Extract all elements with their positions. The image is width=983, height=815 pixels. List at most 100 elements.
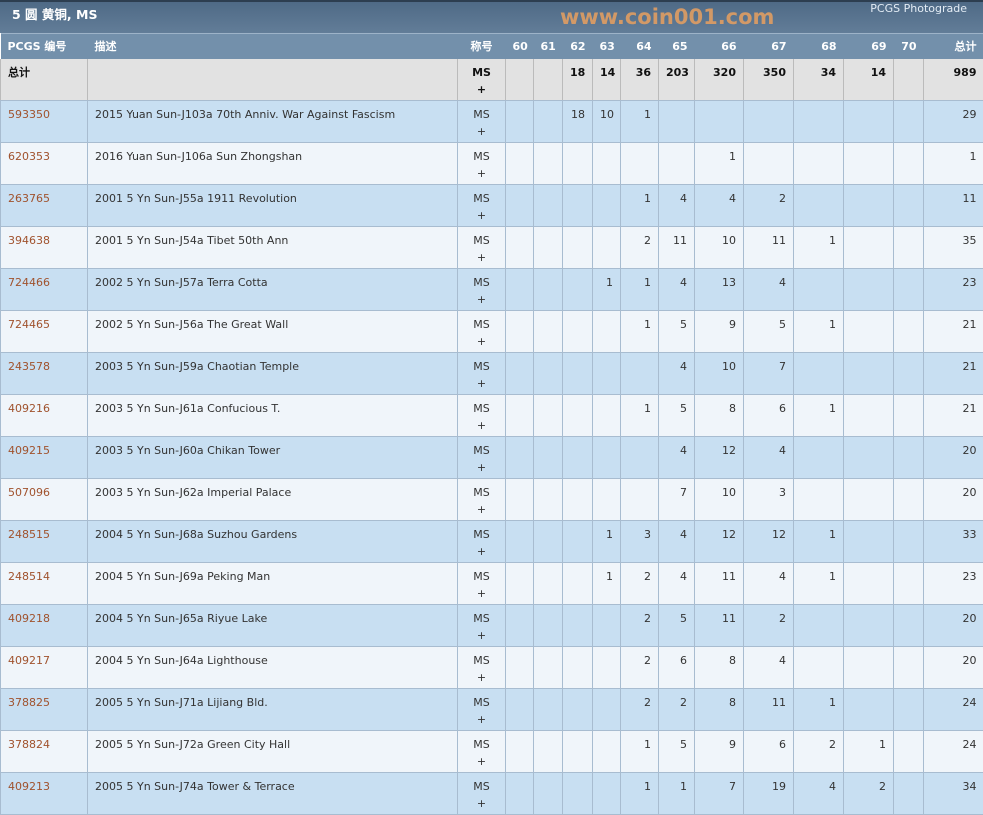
description: 2001 5 Yn Sun-J54a Tibet 50th Ann	[88, 227, 458, 269]
row-total: 1	[924, 143, 983, 185]
pcgs-number-link[interactable]: 620353	[8, 150, 50, 163]
column-header[interactable]: 63	[593, 34, 621, 59]
grade-count: 11	[659, 227, 695, 269]
pcgs-number-link[interactable]: 409217	[8, 654, 50, 667]
pcgs-number-link[interactable]: 507096	[8, 486, 50, 499]
grade-count: 3	[621, 521, 659, 563]
pcgs-number-link[interactable]: 378825	[8, 696, 50, 709]
grade-count: 1	[593, 521, 621, 563]
pcgs-number-cell: 248514	[1, 563, 88, 605]
grade-count	[534, 437, 563, 479]
pcgs-number-link[interactable]: 409216	[8, 402, 50, 415]
grade-count	[506, 773, 534, 815]
column-header[interactable]: 65	[659, 34, 695, 59]
grade-count	[593, 647, 621, 689]
grade-count: 7	[695, 773, 744, 815]
designation: MS +	[472, 442, 492, 476]
pcgs-number-cell: 409218	[1, 605, 88, 647]
column-header[interactable]: 67	[744, 34, 794, 59]
grade-count	[844, 647, 894, 689]
grade-count	[621, 143, 659, 185]
grade-count: 34	[794, 59, 844, 101]
grade-count	[894, 479, 924, 521]
column-header[interactable]: 66	[695, 34, 744, 59]
grade-count: 11	[695, 563, 744, 605]
pcgs-number-link[interactable]: 409218	[8, 612, 50, 625]
pcgs-number-link[interactable]: 593350	[8, 108, 50, 121]
grade-count: 4	[659, 269, 695, 311]
grade-count	[534, 143, 563, 185]
grade-count: 18	[563, 101, 593, 143]
pcgs-number-link[interactable]: 248514	[8, 570, 50, 583]
column-header[interactable]: 61	[534, 34, 563, 59]
pcgs-number-link[interactable]: 243578	[8, 360, 50, 373]
pcgs-number-link[interactable]: 724466	[8, 276, 50, 289]
pcgs-number-link[interactable]: 724465	[8, 318, 50, 331]
column-header[interactable]: 68	[794, 34, 844, 59]
grade-count	[506, 563, 534, 605]
row-total: 35	[924, 227, 983, 269]
grade-count: 2	[621, 563, 659, 605]
description: 2005 5 Yn Sun-J71a Lijiang Bld.	[88, 689, 458, 731]
grade-count	[621, 353, 659, 395]
grade-count	[534, 605, 563, 647]
grade-count: 1	[593, 563, 621, 605]
column-header[interactable]: 60	[506, 34, 534, 59]
designation-cell: MS +	[458, 437, 506, 479]
grade-count	[894, 605, 924, 647]
grade-count: 4	[659, 563, 695, 605]
designation-cell: MS +	[458, 689, 506, 731]
pcgs-number-link[interactable]: 378824	[8, 738, 50, 751]
grade-count	[794, 479, 844, 521]
pcgs-number-link[interactable]: 263765	[8, 192, 50, 205]
column-header[interactable]: 称号	[458, 34, 506, 59]
row-total: 34	[924, 773, 983, 815]
designation: MS +	[472, 274, 492, 308]
column-header[interactable]: 64	[621, 34, 659, 59]
grade-count	[506, 227, 534, 269]
row-total: 33	[924, 521, 983, 563]
column-header[interactable]: 69	[844, 34, 894, 59]
description: 2016 Yuan Sun-J106a Sun Zhongshan	[88, 143, 458, 185]
row-total: 21	[924, 395, 983, 437]
grade-count	[894, 269, 924, 311]
row-total: 29	[924, 101, 983, 143]
designation-cell: MS +	[458, 605, 506, 647]
column-header[interactable]: 62	[563, 34, 593, 59]
grade-count: 5	[744, 311, 794, 353]
section-title: 5 圆 黄铜, MS	[12, 4, 97, 23]
grade-count: 5	[659, 395, 695, 437]
grade-count	[506, 605, 534, 647]
pcgs-number-link[interactable]: 409215	[8, 444, 50, 457]
column-header[interactable]: 描述	[88, 34, 458, 59]
pcgs-photograde-link[interactable]: PCGS Photograde	[870, 2, 967, 15]
grade-count	[844, 689, 894, 731]
pcgs-number-link[interactable]: 409213	[8, 780, 50, 793]
column-header[interactable]: 总计	[924, 34, 983, 59]
pcgs-number-link[interactable]: 394638	[8, 234, 50, 247]
grade-count	[621, 437, 659, 479]
pcgs-number-cell: 263765	[1, 185, 88, 227]
designation-cell: MS +	[458, 101, 506, 143]
column-header[interactable]: 70	[894, 34, 924, 59]
watermark: www.coin001.com	[560, 5, 774, 29]
pcgs-number-link[interactable]: 248515	[8, 528, 50, 541]
grade-count	[844, 521, 894, 563]
description: 2003 5 Yn Sun-J60a Chikan Tower	[88, 437, 458, 479]
grade-count: 1	[621, 269, 659, 311]
column-header[interactable]: PCGS 编号	[1, 34, 88, 59]
row-total: 21	[924, 311, 983, 353]
table-row: 409215 2003 5 Yn Sun-J60a Chikan Tower MS …	[1, 437, 983, 479]
grade-count	[563, 227, 593, 269]
description: 2003 5 Yn Sun-J59a Chaotian Temple	[88, 353, 458, 395]
grade-count: 1	[621, 731, 659, 773]
grade-count	[506, 185, 534, 227]
grade-count: 12	[695, 521, 744, 563]
grade-count	[794, 269, 844, 311]
